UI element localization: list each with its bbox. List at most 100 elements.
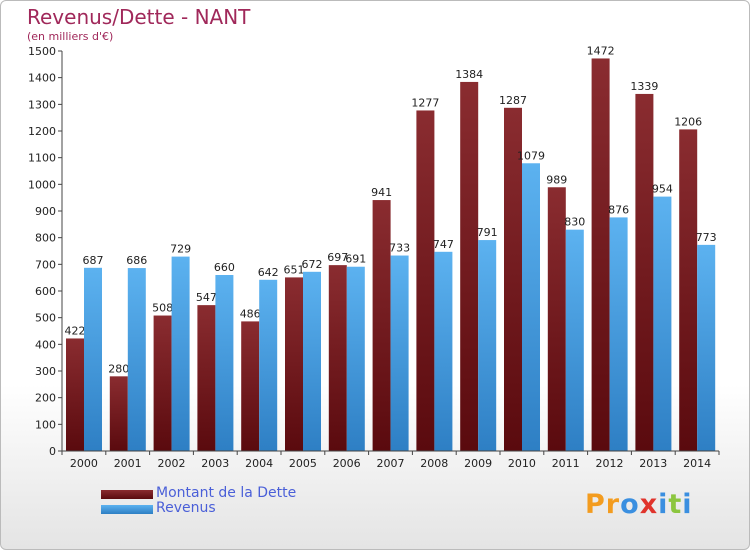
bar-revenue-2004: [259, 279, 278, 451]
y-tick-label: 0: [49, 445, 56, 458]
bar-revenue-2013: [653, 196, 672, 451]
bar-revenue-2007: [390, 255, 409, 451]
bar-revenue-2014: [697, 244, 716, 451]
value-label-revenue-2002: 729: [170, 243, 191, 256]
y-tick-label: 500: [35, 312, 56, 325]
value-label-revenue-2009: 791: [477, 226, 498, 239]
value-label-debt-2011: 989: [546, 173, 567, 186]
bar-debt-2001: [109, 376, 128, 451]
value-label-revenue-2005: 672: [302, 258, 323, 271]
bar-debt-2009: [460, 81, 479, 451]
value-label-revenue-2012: 876: [608, 203, 629, 216]
value-label-debt-2003: 547: [196, 291, 217, 304]
y-tick-label: 1200: [28, 125, 56, 138]
value-label-debt-2008: 1277: [411, 96, 439, 109]
value-label-revenue-2011: 830: [564, 216, 585, 229]
proxiti-logo: Proxiti: [585, 489, 693, 520]
x-tick-label: 2007: [377, 457, 405, 470]
value-label-revenue-2001: 686: [126, 254, 147, 267]
value-label-debt-2001: 280: [108, 362, 129, 375]
value-label-revenue-2000: 687: [83, 254, 104, 267]
bar-revenue-2001: [127, 268, 146, 451]
x-tick-label: 2009: [464, 457, 492, 470]
value-label-revenue-2004: 642: [258, 266, 279, 279]
bar-debt-2004: [241, 321, 260, 451]
bar-debt-2000: [66, 338, 84, 451]
value-label-debt-2014: 1206: [674, 115, 702, 128]
bar-revenue-2009: [478, 240, 497, 451]
logo-letter: x: [639, 489, 659, 520]
x-tick-label: 2005: [289, 457, 317, 470]
value-label-debt-2004: 486: [240, 307, 261, 320]
value-label-debt-2002: 508: [152, 302, 173, 315]
bar-debt-2010: [504, 107, 522, 452]
value-label-revenue-2008: 747: [433, 238, 454, 251]
bar-debt-2003: [197, 305, 216, 451]
y-tick-label: 1300: [28, 98, 56, 111]
value-label-revenue-2006: 691: [345, 253, 366, 266]
y-tick-label: 1500: [28, 45, 56, 58]
legend-label-revenue: Revenus: [156, 500, 216, 516]
value-label-debt-2005: 651: [284, 263, 305, 276]
bar-debt-2005: [285, 277, 303, 451]
x-tick-label: 2014: [683, 457, 711, 470]
x-tick-label: 2003: [201, 457, 229, 470]
bar-debt-2008: [416, 110, 435, 451]
y-tick-label: 100: [35, 418, 56, 431]
logo-letter: t: [668, 489, 683, 520]
y-tick-label: 700: [35, 258, 56, 271]
value-label-debt-2012: 1472: [587, 44, 615, 57]
bar-revenue-2010: [522, 163, 540, 451]
bar-debt-2006: [328, 265, 347, 451]
legend-label-debt: Montant de la Dette: [156, 485, 297, 501]
legend-swatch-debt: [101, 490, 153, 499]
bar-debt-2011: [547, 187, 566, 451]
value-label-debt-2007: 941: [371, 186, 392, 199]
x-tick-label: 2002: [158, 457, 186, 470]
value-label-revenue-2007: 733: [389, 242, 410, 255]
y-tick-label: 300: [35, 365, 56, 378]
bar-debt-2012: [591, 58, 610, 451]
x-tick-label: 2001: [114, 457, 142, 470]
y-tick-label: 1000: [28, 178, 56, 191]
x-tick-label: 2011: [552, 457, 580, 470]
bar-debt-2007: [372, 200, 391, 451]
logo-letter: P: [585, 489, 606, 520]
bar-debt-2014: [679, 129, 698, 451]
bar-revenue-2008: [434, 251, 453, 451]
value-label-revenue-2003: 660: [214, 261, 235, 274]
logo-letter: i: [682, 489, 693, 520]
value-label-revenue-2014: 773: [696, 231, 717, 244]
y-tick-label: 600: [35, 285, 56, 298]
bar-revenue-2005: [303, 271, 321, 451]
bar-revenue-2012: [609, 217, 628, 451]
bar-revenue-2002: [171, 256, 190, 451]
y-tick-label: 400: [35, 338, 56, 351]
chart-title: Revenus/Dette - NANT: [27, 5, 251, 29]
logo-letter: r: [605, 489, 621, 520]
logo-letter: i: [658, 489, 669, 520]
y-tick-label: 200: [35, 392, 56, 405]
bar-debt-2013: [635, 93, 654, 451]
bar-revenue-2000: [84, 267, 102, 451]
value-label-revenue-2010: 1079: [517, 149, 545, 162]
logo-letter: o: [620, 489, 640, 520]
value-label-debt-2010: 1287: [499, 94, 527, 107]
legend-swatch-revenue: [101, 505, 153, 514]
y-tick-label: 800: [35, 232, 56, 245]
y-tick-label: 1100: [28, 152, 56, 165]
y-tick-label: 900: [35, 205, 56, 218]
x-tick-label: 2006: [333, 457, 361, 470]
bar-revenue-2006: [346, 266, 365, 451]
chart-subtitle: (en milliers d'€): [27, 30, 114, 43]
bar-debt-2002: [153, 315, 172, 451]
bar-revenue-2011: [565, 229, 584, 451]
y-tick-label: 1400: [28, 72, 56, 85]
value-label-debt-2000: 422: [65, 324, 86, 337]
x-tick-label: 2013: [639, 457, 667, 470]
value-label-debt-2009: 1384: [455, 68, 483, 81]
x-tick-label: 2010: [508, 457, 536, 470]
value-label-debt-2013: 1339: [630, 80, 658, 93]
